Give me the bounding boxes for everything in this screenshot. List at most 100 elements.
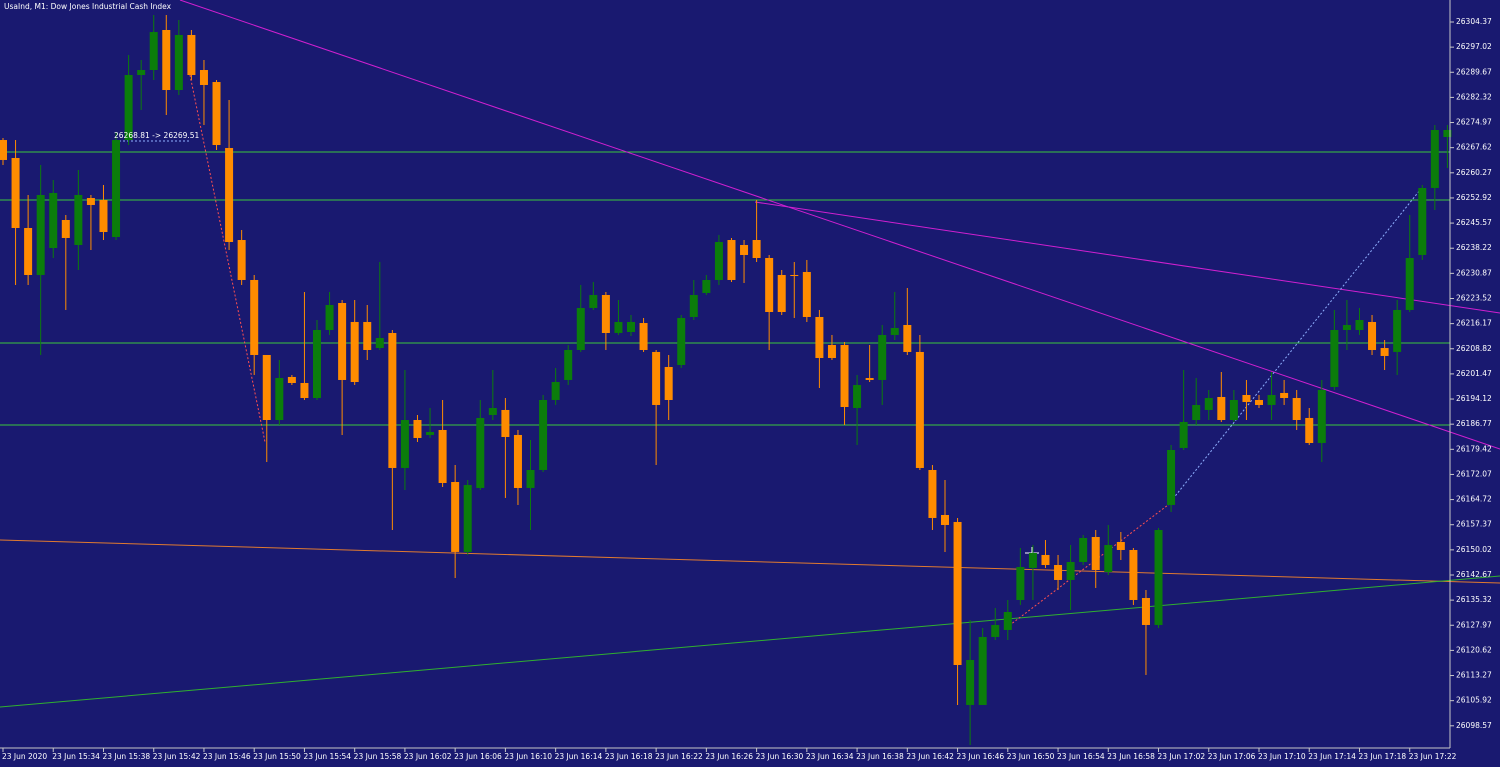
y-tick-label: 26304.37 xyxy=(1456,17,1492,26)
candle-body xyxy=(1179,421,1188,448)
candle-body xyxy=(338,303,347,380)
candle-body xyxy=(802,271,811,317)
candle-body xyxy=(1192,404,1201,420)
trade-line xyxy=(1005,504,1169,629)
candle-body xyxy=(840,344,849,408)
y-tick-label: 26267.62 xyxy=(1456,143,1492,152)
y-tick-label: 26245.57 xyxy=(1456,218,1492,227)
candle-body xyxy=(564,349,573,380)
candle-body xyxy=(991,624,1000,637)
chart-title: UsaInd, M1: Dow Jones Industrial Cash In… xyxy=(4,2,172,11)
x-tick-label: 23 Jun 16:26 xyxy=(705,752,753,761)
candle-body xyxy=(978,636,987,705)
x-tick-label: 23 Jun 15:46 xyxy=(203,752,251,761)
candle-body xyxy=(400,419,409,468)
candle-body xyxy=(853,384,862,408)
candle-body xyxy=(426,432,435,435)
candle-body xyxy=(463,484,472,552)
candle-body xyxy=(413,419,422,438)
trend-line xyxy=(754,201,1500,314)
x-tick-label: 23 Jun 16:14 xyxy=(555,752,603,761)
candle-body xyxy=(1292,398,1301,420)
candle-body xyxy=(1204,398,1213,410)
candle-body xyxy=(1430,129,1439,188)
x-tick-label: 23 Jun 2020 xyxy=(2,752,47,761)
candle-body xyxy=(752,240,761,258)
candle-body xyxy=(1393,309,1402,352)
candle-body xyxy=(287,376,296,383)
x-tick-label: 23 Jun 16:46 xyxy=(957,752,1005,761)
x-tick-label: 23 Jun 15:54 xyxy=(303,752,351,761)
x-tick-label: 23 Jun 16:02 xyxy=(404,752,452,761)
candle-body xyxy=(614,321,623,333)
x-tick-label: 23 Jun 16:42 xyxy=(906,752,954,761)
candle-body xyxy=(375,337,384,349)
candle-body xyxy=(275,378,284,420)
y-tick-label: 26142.67 xyxy=(1456,570,1492,579)
candle-body xyxy=(714,241,723,280)
y-tick-label: 26201.47 xyxy=(1456,369,1492,378)
candle-body xyxy=(1355,319,1364,330)
candle-body xyxy=(137,70,146,75)
x-tick-label: 23 Jun 16:06 xyxy=(454,752,502,761)
x-tick-label: 23 Jun 17:14 xyxy=(1308,752,1356,761)
candle-body xyxy=(915,351,924,468)
candle-body xyxy=(363,321,372,350)
y-tick-label: 26216.17 xyxy=(1456,319,1492,328)
y-tick-label: 26260.27 xyxy=(1456,168,1492,177)
candle-body xyxy=(865,378,874,380)
y-tick-label: 26238.22 xyxy=(1456,243,1492,252)
candle-body xyxy=(878,334,887,380)
trend-line xyxy=(179,0,1500,450)
candle-body xyxy=(1104,544,1113,572)
candle-body xyxy=(262,354,271,420)
candle-body xyxy=(49,192,58,249)
candle-body xyxy=(199,70,208,85)
candle-body xyxy=(953,521,962,665)
candle-body xyxy=(388,332,397,468)
candle-body xyxy=(777,274,786,312)
candle-body xyxy=(928,469,937,518)
candle-body xyxy=(174,34,183,91)
x-tick-label: 23 Jun 16:54 xyxy=(1057,752,1105,761)
candle-body xyxy=(187,34,196,75)
trend-line xyxy=(0,575,1500,708)
candle-body xyxy=(1091,536,1100,570)
x-tick-label: 23 Jun 15:42 xyxy=(153,752,201,761)
candle-body xyxy=(576,307,585,350)
candle-body xyxy=(1028,552,1037,568)
y-tick-label: 26230.87 xyxy=(1456,268,1492,277)
candle-body xyxy=(1167,449,1176,505)
trade-annotation: 26268.81 -> 26269.51 xyxy=(114,131,200,140)
candle-body xyxy=(1418,187,1427,255)
candles xyxy=(0,15,1452,745)
candle-body xyxy=(601,295,610,333)
x-tick-label: 23 Jun 16:30 xyxy=(756,752,804,761)
candle-body xyxy=(526,469,535,488)
x-tick-label: 23 Jun 16:18 xyxy=(605,752,653,761)
trade-line xyxy=(189,74,266,443)
candle-body xyxy=(124,74,133,141)
candle-body xyxy=(350,321,359,383)
candle-body xyxy=(903,324,912,352)
candle-body xyxy=(61,220,70,238)
x-tick-label: 23 Jun 15:58 xyxy=(354,752,402,761)
y-tick-label: 26274.97 xyxy=(1456,118,1492,127)
candle-body xyxy=(890,328,899,335)
candle-body xyxy=(639,323,648,350)
candle-body xyxy=(740,245,749,255)
candle-body xyxy=(1116,541,1125,550)
candle-body xyxy=(237,240,246,280)
candle-body xyxy=(476,417,485,488)
candle-body xyxy=(149,32,158,71)
candle-body xyxy=(501,409,510,437)
candle-body xyxy=(790,274,799,276)
candle-body xyxy=(99,199,108,233)
candle-body xyxy=(664,366,673,400)
candle-body xyxy=(966,659,975,705)
x-tick-label: 23 Jun 16:58 xyxy=(1107,752,1155,761)
trend-line xyxy=(0,539,1500,584)
candle-body xyxy=(451,482,460,552)
y-tick-label: 26282.32 xyxy=(1456,92,1492,101)
